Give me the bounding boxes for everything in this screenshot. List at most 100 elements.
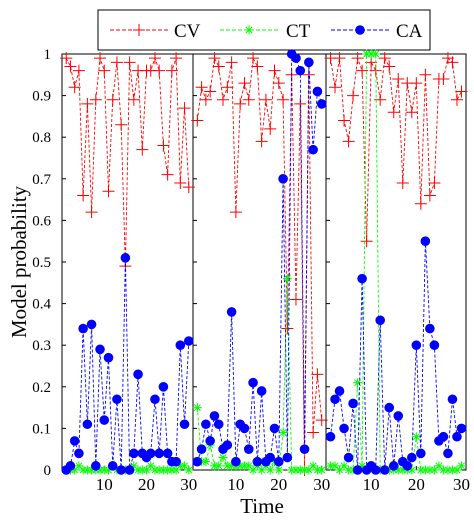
- y-tick-label: 0.9: [32, 89, 51, 105]
- data-point-ca: [402, 461, 413, 471]
- data-point-ca: [192, 456, 203, 467]
- data-point-ca: [420, 236, 431, 246]
- data-point-ct: [265, 465, 275, 475]
- data-point-ca: [205, 436, 215, 446]
- data-point-ct: [171, 465, 181, 475]
- data-point-ct: [308, 461, 318, 471]
- data-point-cv: [212, 60, 225, 73]
- data-point-ct: [214, 461, 224, 471]
- data-point-cv: [455, 85, 468, 98]
- series-line-ca: [65, 257, 190, 471]
- data-point-ca: [252, 456, 263, 467]
- data-point-ca: [304, 57, 314, 68]
- data-point-ca: [334, 386, 345, 396]
- series-line-cv: [196, 56, 323, 471]
- data-point-ct: [146, 461, 156, 471]
- data-point-ca: [425, 323, 435, 334]
- series-line-ct: [330, 53, 462, 471]
- data-point-ca: [291, 53, 301, 63]
- series-line-ca: [196, 52, 323, 463]
- data-point-ct: [353, 378, 363, 388]
- data-point-cv: [315, 414, 328, 427]
- series-line-cv: [65, 56, 190, 267]
- data-point-ca: [231, 456, 241, 467]
- data-point-ct: [357, 461, 367, 471]
- data-point-ca: [339, 423, 349, 434]
- data-point-cv: [392, 72, 405, 85]
- data-point-cv: [347, 89, 360, 102]
- data-point-ca: [411, 340, 422, 351]
- y-tick-label: 0: [44, 463, 52, 479]
- y-tick-label: 0.8: [32, 130, 51, 146]
- data-point-ca: [175, 340, 186, 351]
- data-point-cv: [294, 97, 307, 110]
- data-point-ca: [158, 382, 169, 392]
- data-point-cv: [191, 114, 204, 127]
- data-point-ca: [312, 86, 323, 97]
- data-point-ca: [278, 174, 288, 184]
- data-point-cv: [72, 64, 85, 77]
- y-axis-label: Model probability: [7, 185, 31, 338]
- data-point-ca: [133, 369, 143, 380]
- data-point-cv: [199, 93, 212, 106]
- data-point-ca: [348, 398, 358, 409]
- data-point-cv: [419, 68, 432, 81]
- data-point-cv: [98, 64, 111, 77]
- data-point-ct: [74, 461, 84, 471]
- data-point-ca: [179, 419, 190, 430]
- data-point-ct: [335, 465, 345, 475]
- data-point-ct: [393, 465, 403, 475]
- data-point-ca: [429, 340, 440, 351]
- data-point-ca: [352, 465, 363, 475]
- data-point-cv: [174, 176, 187, 189]
- data-point-ca: [452, 431, 462, 442]
- data-point-ct: [434, 461, 444, 471]
- data-point-cv: [85, 206, 98, 219]
- data-point-ca: [299, 444, 310, 455]
- data-point-ca: [325, 431, 336, 442]
- data-point-ca: [124, 465, 135, 475]
- data-point-ct: [248, 465, 258, 475]
- x-tick-label-panel-1: 20: [138, 475, 155, 494]
- data-point-cv: [234, 97, 247, 110]
- data-point-ca: [269, 423, 280, 434]
- data-point-ca: [447, 394, 458, 405]
- data-point-cv: [437, 72, 450, 85]
- data-point-ca: [295, 65, 306, 76]
- data-point-ct: [103, 465, 113, 475]
- data-point-ca: [201, 419, 211, 430]
- y-tick-label: 0.2: [32, 380, 51, 396]
- x-axis-label: Time: [240, 494, 284, 518]
- series-ct-panel-3: [326, 49, 466, 475]
- data-point-cv: [195, 81, 208, 94]
- data-point-cv: [333, 52, 346, 65]
- data-point-ct: [282, 274, 292, 284]
- data-point-ct: [416, 465, 426, 475]
- series-ca-panel-2: [192, 49, 327, 467]
- data-point-ca: [388, 461, 399, 471]
- data-point-ca: [282, 452, 293, 463]
- data-point-cv: [136, 143, 149, 156]
- data-point-cv: [414, 197, 427, 210]
- data-point-ca: [248, 377, 258, 388]
- data-point-ct: [452, 465, 462, 475]
- legend-marker-cv: [133, 24, 145, 36]
- y-tick-label: 0.7: [32, 172, 51, 188]
- y-tick-label: 0.6: [32, 213, 51, 229]
- data-point-ca: [120, 253, 131, 263]
- data-point-ct: [371, 49, 381, 59]
- data-point-ca: [145, 448, 156, 459]
- data-point-ca: [274, 456, 284, 467]
- data-point-ct: [425, 465, 435, 475]
- data-point-cv: [81, 97, 94, 110]
- data-point-ct: [304, 465, 314, 475]
- data-point-ct: [429, 465, 439, 475]
- data-point-cv: [264, 122, 277, 135]
- series-cv-panel-3: [324, 52, 468, 248]
- data-point-ca: [150, 394, 160, 405]
- data-point-cv: [396, 176, 409, 189]
- data-point-cv: [238, 77, 251, 90]
- x-tick-label-panel-2: 30: [313, 475, 330, 494]
- data-point-ct: [129, 461, 139, 471]
- data-point-ca: [443, 448, 453, 459]
